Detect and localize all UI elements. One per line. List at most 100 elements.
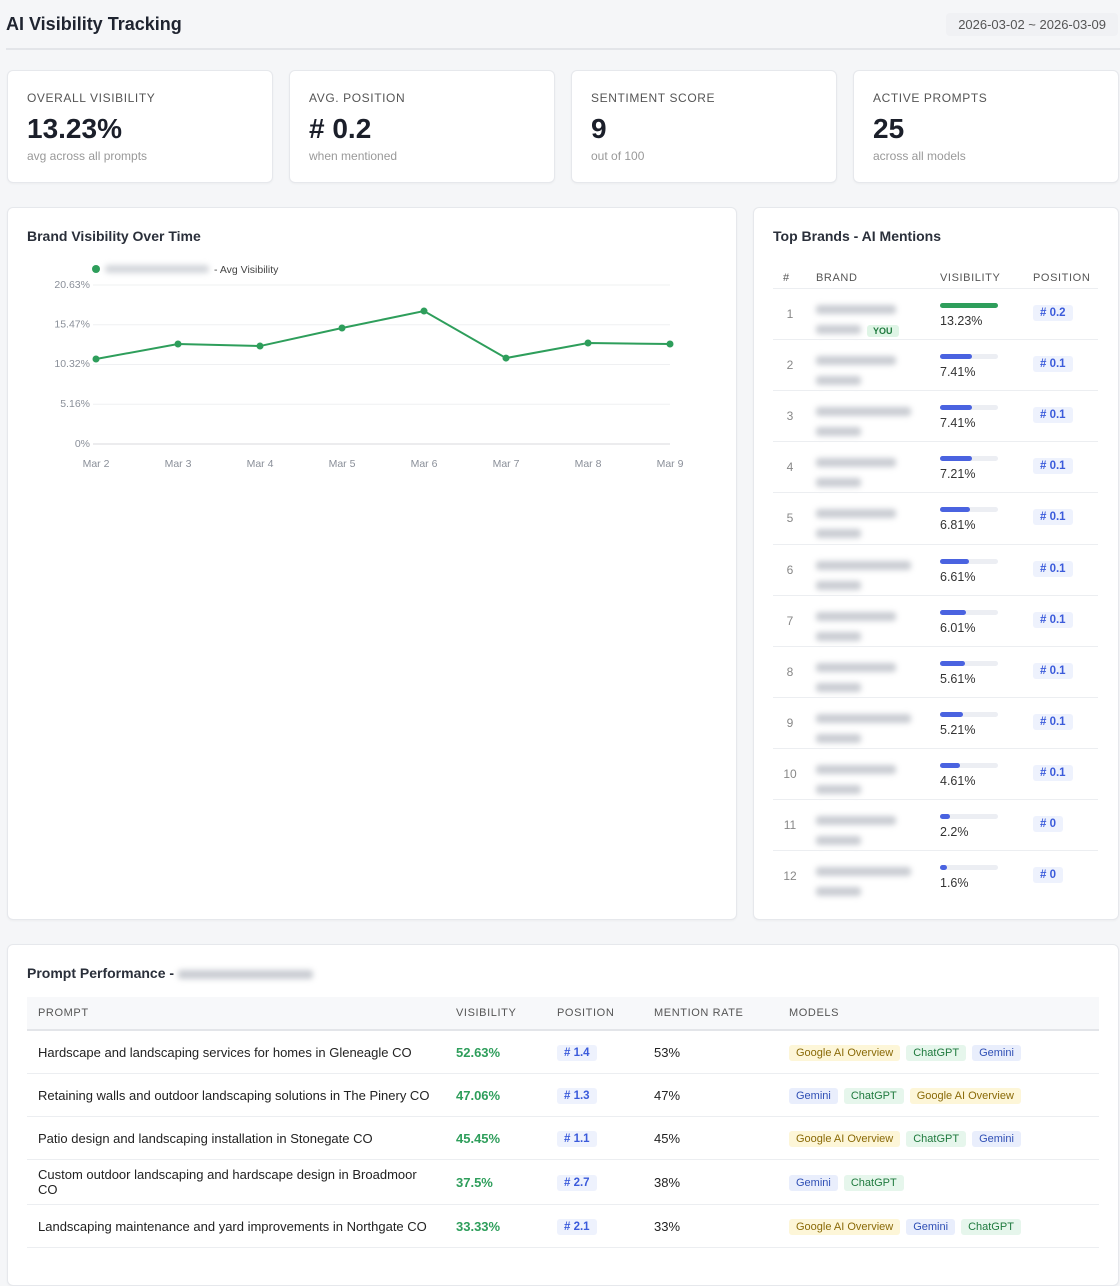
brand-rank: 2: [786, 358, 794, 373]
stat-note: across all models: [873, 149, 966, 163]
brand-name: YOU: [816, 301, 921, 339]
blurred-brand: [816, 836, 861, 845]
brands-panel: Top Brands - AI Mentions # BRAND VISIBIL…: [753, 207, 1119, 920]
blurred-brand: [816, 356, 896, 366]
x-tick-label: Mar 6: [411, 458, 438, 470]
x-tick-label: Mar 8: [575, 458, 602, 470]
brand-row: 9 5.21% # 0.1: [773, 696, 1098, 749]
divider: [6, 48, 1120, 50]
models: Gemini ChatGPT Google AI Overview: [778, 1073, 1099, 1117]
data-point: [338, 324, 346, 332]
mention-rate: 47%: [643, 1073, 778, 1117]
bar-track: [940, 762, 998, 768]
position-badge: # 2.1: [557, 1218, 597, 1235]
blurred-brand: [816, 611, 896, 621]
blurred-brand: [816, 407, 911, 417]
x-tick-label: Mar 7: [493, 458, 520, 470]
chart-title: Brand Visibility Over Time: [27, 228, 201, 244]
prompt-position: # 2.1: [546, 1204, 643, 1248]
date-range[interactable]: 2026-03-02 ~ 2026-03-09: [946, 13, 1118, 36]
prompt-text: Landscaping maintenance and yard improve…: [27, 1204, 445, 1248]
model-tag: Google AI Overview: [789, 1130, 901, 1147]
mention-rate: 33%: [643, 1204, 778, 1248]
data-point: [502, 354, 510, 362]
prompts-title-text: Prompt Performance -: [27, 965, 175, 981]
data-point: [92, 355, 100, 363]
blurred-brand: [816, 631, 861, 641]
model-tag: ChatGPT: [961, 1218, 1021, 1235]
stat-label: AVG. POSITION: [309, 91, 406, 105]
model-tag: ChatGPT: [843, 1087, 904, 1104]
data-point: [256, 342, 264, 350]
stat-value: 13.23%: [27, 113, 122, 144]
prompt-row: Landscaping maintenance and yard improve…: [27, 1204, 1099, 1248]
x-tick-label: Mar 4: [247, 458, 274, 470]
bar-track: [940, 354, 998, 360]
brand-name: [816, 352, 921, 390]
brand-row: 7 6.01% # 0.1: [773, 594, 1098, 647]
series-line: [95, 309, 671, 360]
blurred-brand: [816, 458, 896, 468]
brand-row: 1 YOU 13.23% # 0.2: [773, 288, 1098, 340]
prompt-row: Hardscape and landscaping services for h…: [27, 1030, 1099, 1074]
prompt-text: Hardscape and landscaping services for h…: [27, 1030, 445, 1074]
position-badge: # 1.3: [557, 1087, 597, 1104]
y-tick-label: 5.16%: [60, 398, 90, 410]
chart-panel: Brand Visibility Over Time 0% 5.16% 10.32%…: [7, 207, 737, 920]
bar: [940, 762, 961, 768]
brand-row: 8 5.61% # 0.1: [773, 645, 1098, 698]
visibility-label: 6.81%: [940, 518, 976, 533]
model-tag: ChatGPT: [843, 1174, 904, 1191]
blurred-brand: [816, 784, 861, 794]
position-badge: # 0.1: [1033, 713, 1073, 730]
visibility-label: 5.21%: [940, 722, 976, 737]
stat-card: SENTIMENT SCORE 9 out of 100: [571, 70, 837, 183]
stat-label: OVERALL VISIBILITY: [27, 91, 156, 105]
blurred-brand: [816, 662, 896, 672]
prompt-row: Patio design and landscaping installatio…: [27, 1116, 1099, 1160]
model-tag: Google AI Overview: [789, 1218, 901, 1235]
bar: [940, 711, 963, 717]
brand-rank: 6: [786, 562, 794, 577]
blurred-brand: [816, 509, 896, 519]
y-tick-label: 0%: [75, 438, 90, 450]
position-badge: # 0: [1033, 816, 1063, 832]
header-row: PROMPT VISIBILITY POSITION MENTION RATE …: [27, 997, 1099, 1031]
bar-track: [940, 814, 998, 819]
visibility-label: 13.23%: [940, 314, 983, 328]
column-header: VISIBILITY: [445, 997, 546, 1031]
bar: [940, 865, 947, 871]
data-point: [666, 340, 674, 348]
bar-track: [940, 558, 998, 564]
brand-name: [816, 659, 921, 697]
column-header: MODELS: [778, 997, 1099, 1031]
model-tag: Gemini: [972, 1044, 1021, 1061]
visibility-label: 7.41%: [940, 365, 976, 380]
visibility-label: 6.01%: [940, 620, 976, 635]
stat-note: when mentioned: [309, 149, 398, 163]
model-tag: Google AI Overview: [909, 1087, 1021, 1104]
visibility-label: 7.21%: [940, 467, 976, 482]
blurred-brand: [816, 529, 861, 539]
blurred-brand: [816, 733, 861, 743]
prompt-visibility: 47.06%: [445, 1073, 546, 1117]
blurred-brand: [816, 376, 861, 386]
position-badge: # 0.1: [1033, 407, 1073, 424]
data-point: [174, 340, 182, 348]
mention-rate: 38%: [643, 1159, 778, 1205]
visibility-label: 1.6%: [940, 876, 969, 891]
blurred-brand: [816, 560, 911, 570]
prompt-visibility: 52.63%: [445, 1030, 546, 1074]
prompt-visibility: 37.5%: [445, 1159, 546, 1205]
prompt-position: # 2.7: [546, 1159, 643, 1205]
blurred-brand: [816, 305, 896, 314]
prompt-text: Retaining walls and outdoor landscaping …: [27, 1073, 445, 1117]
prompt-text: Patio design and landscaping installatio…: [27, 1116, 445, 1160]
bar-track: [940, 303, 998, 308]
model-tag: Google AI Overview: [789, 1044, 901, 1061]
page-title: AI Visibility Tracking: [6, 14, 182, 34]
model-tag: Gemini: [906, 1218, 956, 1235]
position-badge: # 0.1: [1033, 356, 1073, 373]
bar-track: [940, 711, 998, 717]
column-header: BRAND: [816, 272, 858, 284]
